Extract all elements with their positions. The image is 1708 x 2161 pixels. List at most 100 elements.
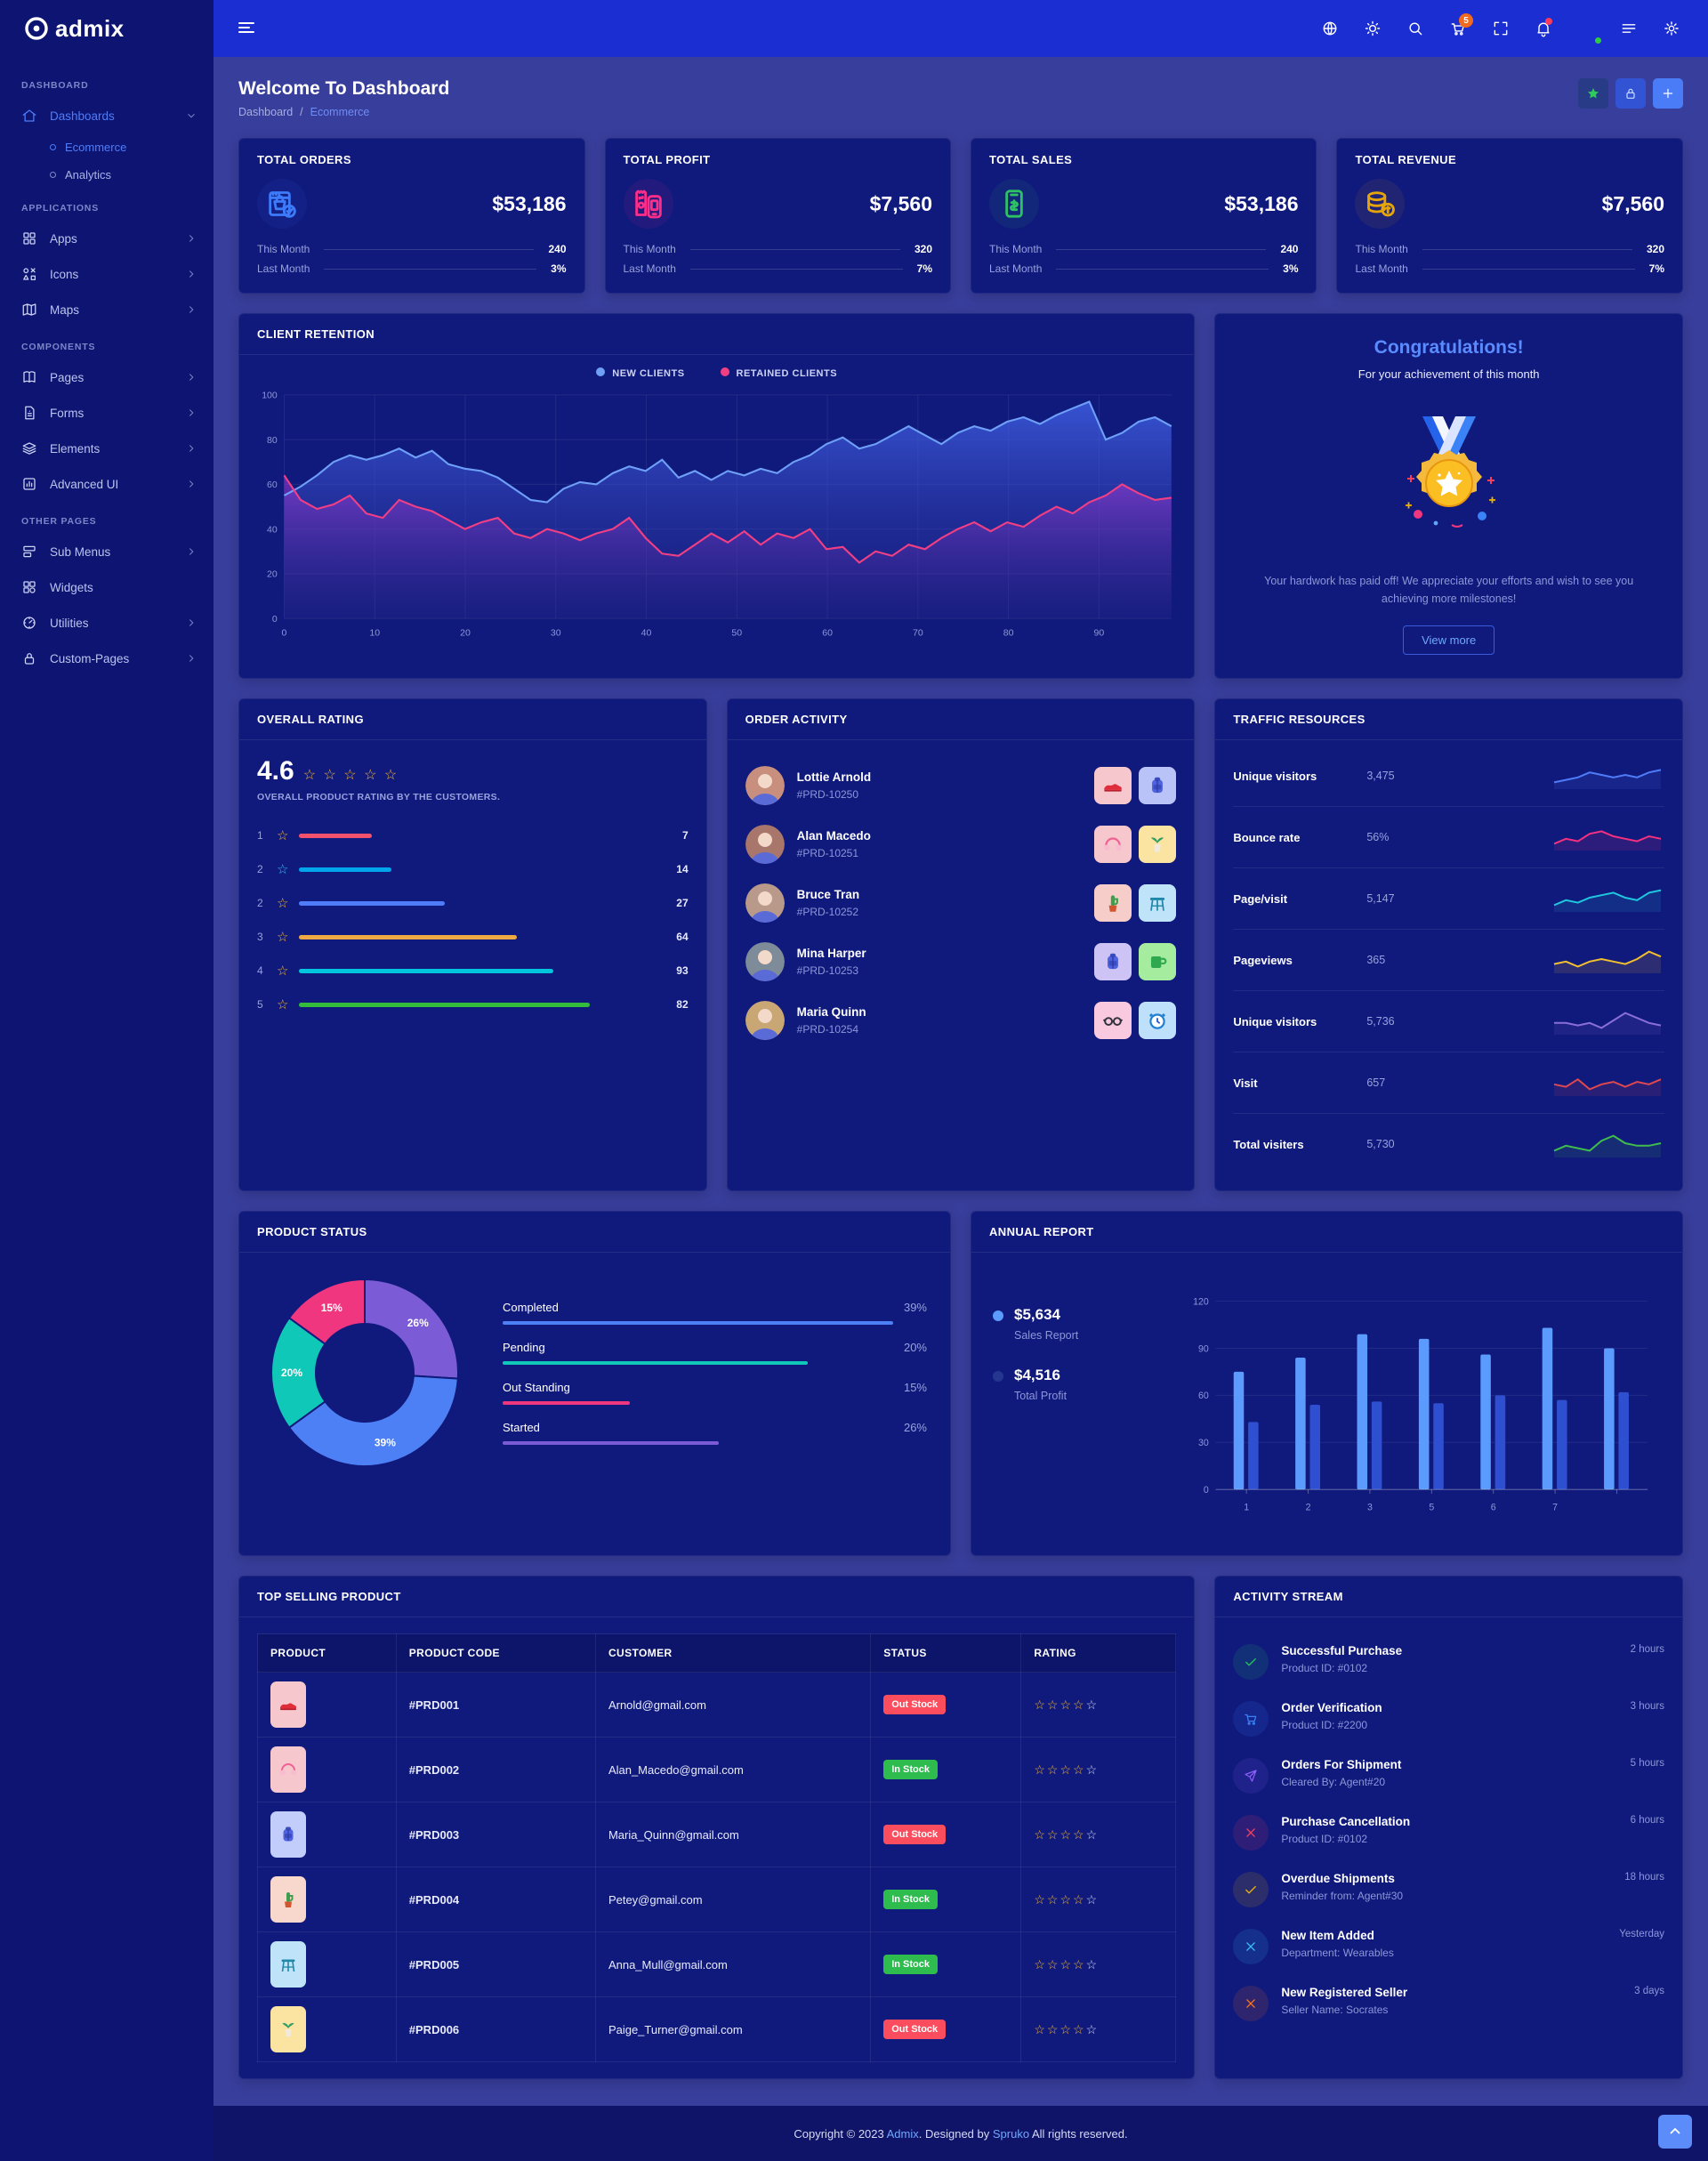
table-row: #PRD006 Paige_Turner@gmail.com Out Stock… — [257, 1996, 1177, 2062]
order-activity-row[interactable]: Lottie Arnold #PRD-10250 — [745, 756, 1177, 815]
cart-icon-button[interactable]: 5 — [1441, 12, 1475, 45]
logo-mark-icon — [23, 15, 50, 42]
fullscreen-icon-button[interactable] — [1484, 12, 1518, 45]
sidebar-subitem-analytics[interactable]: Analytics — [0, 161, 214, 189]
sidebar-item-elements[interactable]: Elements — [0, 431, 214, 466]
sidebar-item-apps[interactable]: Apps — [0, 221, 214, 256]
rating-caption: OVERALL PRODUCT RATING BY THE CUSTOMERS. — [257, 792, 501, 802]
status-legend-item: Pending 20% — [503, 1333, 927, 1373]
sidebar-item-utilities[interactable]: Utilities — [0, 605, 214, 641]
scroll-top-button[interactable] — [1658, 2115, 1692, 2149]
footer: Copyright © 2023 Admix. Designed by Spru… — [214, 2106, 1708, 2161]
globe-icon-button[interactable] — [1313, 12, 1347, 45]
column-header: STATUS — [870, 1633, 1022, 1673]
shoe-thumbnail — [1094, 767, 1132, 804]
sidebar-item-forms[interactable]: Forms — [0, 395, 214, 431]
footer-link-spruko[interactable]: Spruko — [992, 2126, 1030, 2141]
card-title: OVERALL RATING — [239, 699, 706, 740]
orders-icon — [257, 179, 307, 229]
sparkline-chart — [1551, 1064, 1664, 1102]
customer-email: Anna_Mull@gmail.com — [594, 1931, 872, 1997]
home-icon — [21, 108, 37, 124]
sidebar-item-sub-menus[interactable]: Sub Menus — [0, 534, 214, 569]
bell-icon-button[interactable] — [1527, 12, 1560, 45]
order-activity-card: ORDER ACTIVITY Lottie Arnold #PRD-10250 A… — [726, 698, 1196, 1191]
chevron-right-icon — [185, 478, 197, 490]
activity-stream-card: ACTIVITY STREAM Successful Purchase Produ… — [1214, 1576, 1683, 2079]
client-retention-card: CLIENT RETENTION NEW CLIENTS RETAINED CL… — [238, 313, 1196, 679]
user-avatar[interactable] — [1569, 12, 1603, 45]
sidebar-toggle-button[interactable] — [233, 15, 260, 42]
order-activity-row[interactable]: Alan Macedo #PRD-10251 — [745, 815, 1177, 874]
table-row: #PRD005 Anna_Mull@gmail.com In Stock ☆☆☆… — [257, 1931, 1177, 1997]
svg-text:1: 1 — [1245, 1502, 1250, 1512]
x-icon — [1233, 1815, 1269, 1851]
product-code: #PRD005 — [395, 1931, 596, 1997]
logo[interactable]: admix — [0, 0, 214, 57]
cactus-thumbnail — [1094, 884, 1132, 922]
status-legend-item: Completed 39% — [503, 1293, 927, 1333]
legend-item: $4,516 Total Profit — [993, 1367, 1164, 1402]
sidebar-item-pages[interactable]: Pages — [0, 359, 214, 395]
dashboard-grid: TOTAL ORDERS $53,186 This Month 240 Last … — [238, 138, 1683, 2079]
svg-text:7: 7 — [1553, 1502, 1559, 1512]
rating-row: 4 ☆ 93 — [257, 964, 689, 979]
sidebar-item-dashboards[interactable]: Dashboards — [0, 98, 214, 133]
customer-email: Paige_Turner@gmail.com — [594, 1996, 872, 2062]
revenue-icon — [1355, 179, 1406, 229]
backpack-thumbnail — [270, 1811, 306, 1858]
footer-link-admix[interactable]: Admix — [886, 2126, 919, 2141]
traffic-resources-card: TRAFFIC RESOURCES Unique visitors 3,475 B… — [1214, 698, 1683, 1191]
avatar — [745, 766, 785, 805]
shapes-icon — [21, 266, 37, 282]
gauge-icon — [21, 615, 37, 631]
lock-icon — [1623, 86, 1638, 101]
sidebar-item-widgets[interactable]: Widgets — [0, 569, 214, 605]
lock-button[interactable] — [1615, 78, 1646, 109]
traffic-row: Unique visitors 5,736 — [1233, 991, 1664, 1052]
breadcrumb-item[interactable]: Dashboard — [238, 106, 294, 118]
activity-item: New Registered Seller Seller Name: Socrat… — [1233, 1975, 1664, 2032]
sidebar-item-custom-pages[interactable]: Custom-Pages — [0, 641, 214, 676]
grid-icon — [21, 230, 37, 246]
chevron-right-icon — [185, 652, 197, 665]
product-status-donut-chart: 26% 39% 20% 15% — [270, 1278, 459, 1467]
overall-rating-card: OVERALL RATING 4.6 ☆ ☆ ☆ ☆ ☆ OVERALL PRO… — [238, 698, 707, 1191]
avatar — [745, 825, 785, 864]
svg-text:15%: 15% — [321, 1302, 342, 1314]
profit-icon — [623, 179, 673, 229]
svg-text:0: 0 — [282, 627, 287, 638]
sun-icon-button[interactable] — [1356, 12, 1390, 45]
sidebar-item-icons[interactable]: Icons — [0, 256, 214, 292]
status-badge: In Stock — [883, 1955, 939, 1974]
star-button[interactable] — [1578, 78, 1608, 109]
traffic-row: Pageviews 365 — [1233, 930, 1664, 991]
svg-text:6: 6 — [1491, 1502, 1496, 1512]
order-activity-row[interactable]: Mina Harper #PRD-10253 — [745, 932, 1177, 991]
sidebar: admix DASHBOARD Dashboards Ecommerce Ana… — [0, 0, 214, 2161]
sidebar-subitem-ecommerce[interactable]: Ecommerce — [0, 133, 214, 161]
sidebar-item-advanced-ui[interactable]: Advanced UI — [0, 466, 214, 502]
sidebar-item-maps[interactable]: Maps — [0, 292, 214, 327]
search-icon-button[interactable] — [1398, 12, 1432, 45]
order-activity-row[interactable]: Bruce Tran #PRD-10252 — [745, 874, 1177, 932]
plus-icon — [1661, 86, 1675, 101]
view-more-button[interactable]: View more — [1403, 625, 1495, 655]
svg-text:40: 40 — [267, 524, 278, 535]
shoe-thumbnail — [270, 1681, 306, 1728]
activity-stream-list: Successful Purchase Product ID: #0102 2 h… — [1215, 1617, 1682, 2048]
x-icon — [1233, 1986, 1269, 2021]
send-icon — [1233, 1758, 1269, 1794]
layers-icon — [21, 440, 37, 456]
table-row: #PRD002 Alan_Macedo@gmail.com In Stock ☆… — [257, 1737, 1177, 1802]
annual-report-bar-chart: 0 30 60 90 120 1 2 3 5 6 7 — [1193, 1296, 1648, 1512]
chevron-down-icon — [185, 109, 197, 122]
order-activity-row[interactable]: Maria Quinn #PRD-10254 — [745, 991, 1177, 1050]
plus-button[interactable] — [1653, 78, 1683, 109]
column-header: CUSTOMER — [594, 1633, 872, 1673]
rating-row: 2 ☆ 14 — [257, 862, 689, 877]
gear-icon-button[interactable] — [1655, 12, 1688, 45]
menu-lines-icon-button[interactable] — [1612, 12, 1646, 45]
top-selling-card: TOP SELLING PRODUCT PRODUCT PRODUCT CODE C… — [238, 1576, 1196, 2079]
svg-text:20%: 20% — [281, 1367, 302, 1379]
